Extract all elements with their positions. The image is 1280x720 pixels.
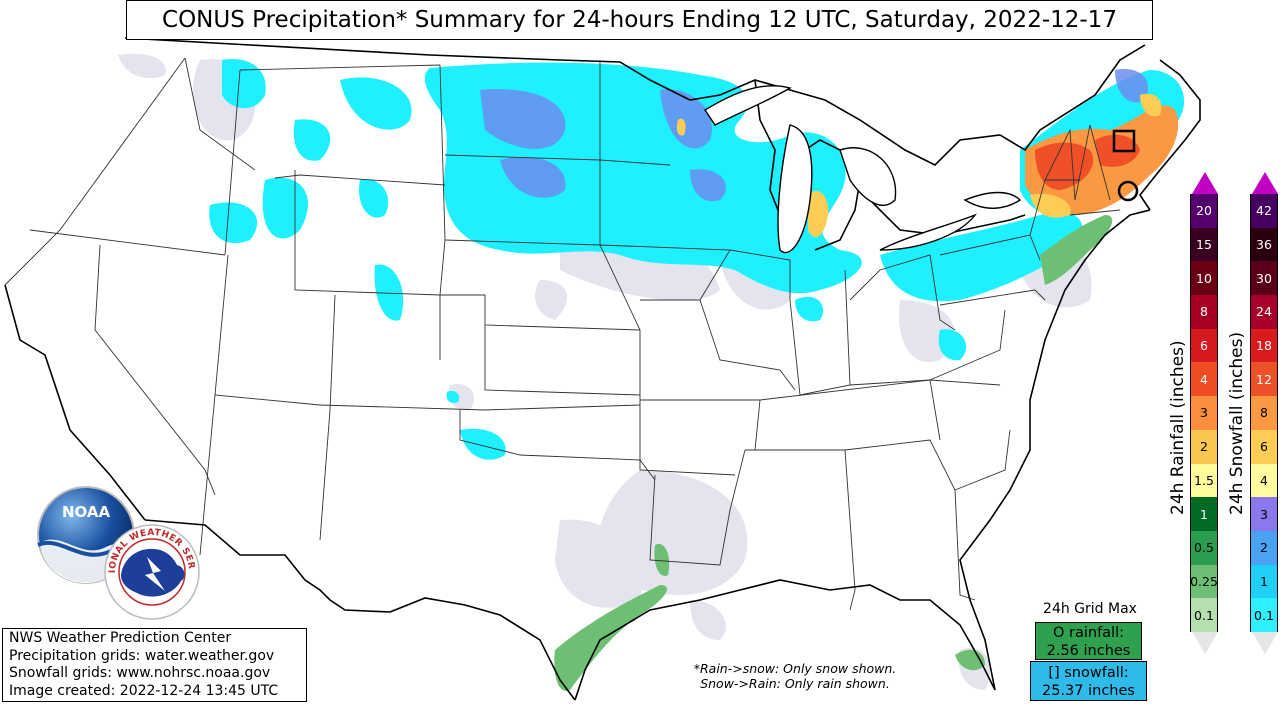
credit-line: Precipitation grids: water.weather.gov bbox=[9, 647, 275, 664]
rain-level-2: 2 bbox=[1190, 429, 1218, 464]
rainfall-colorbar: 20 15 10 8 6 4 3 2 1.5 1 0.5 0.25 0.1 bbox=[1190, 172, 1220, 660]
snow-level-24: 24 bbox=[1250, 295, 1278, 329]
snow-level-42: 42 bbox=[1250, 194, 1278, 228]
rain-level-0.1: 0.1 bbox=[1190, 598, 1218, 632]
rain-level-0.25: 0.25 bbox=[1190, 564, 1218, 599]
nws-logo: NATIONAL WEATHER SERVICE bbox=[103, 523, 200, 620]
country-borders bbox=[4, 37, 1201, 701]
note-line: Snow->Rain: Only rain shown. bbox=[700, 676, 890, 691]
heavy-snow-areas bbox=[676, 93, 1179, 238]
snow-level-3: 3 bbox=[1250, 497, 1278, 531]
snow-level-2: 2 bbox=[1250, 530, 1278, 565]
snowfall-scale-label: 24h Snowfall (inches) bbox=[1227, 331, 1247, 515]
credit-line: Image created: 2022-12-24 13:45 UTC bbox=[9, 682, 279, 699]
rainfall-max-label: O rainfall: bbox=[1052, 625, 1125, 641]
snow-level-4: 4 bbox=[1250, 463, 1278, 498]
rain-level-6: 6 bbox=[1190, 328, 1218, 363]
rain-level-1: 1 bbox=[1190, 497, 1218, 531]
great-lakes bbox=[704, 85, 1022, 254]
rain-overflow-arrow bbox=[1192, 172, 1218, 194]
rain-level-10: 10 bbox=[1190, 261, 1218, 296]
snow-level-0.1: 0.1 bbox=[1250, 598, 1278, 632]
rain-level-8: 8 bbox=[1190, 295, 1218, 329]
rain-level-20: 20 bbox=[1190, 194, 1218, 228]
state-borders bbox=[4, 57, 1121, 611]
snow-level-6: 6 bbox=[1250, 429, 1278, 464]
snowfall-colorbar: 42 36 30 24 18 12 8 6 4 3 2 1 0.1 bbox=[1250, 172, 1280, 660]
snowfall-max-marker bbox=[1112, 129, 1136, 153]
rain-underflow-arrow bbox=[1192, 631, 1218, 654]
grid-max-title: 24h Grid Max bbox=[1043, 601, 1137, 617]
snowfall-max-box: [] snowfall: 25.37 inches bbox=[1030, 661, 1147, 701]
rainfall-max-marker bbox=[1117, 180, 1139, 202]
snow-underflow-arrow bbox=[1252, 631, 1278, 654]
snow-level-18: 18 bbox=[1250, 328, 1278, 363]
rain-areas bbox=[554, 215, 1113, 691]
note-line: *Rain->snow: Only snow shown. bbox=[693, 661, 897, 676]
credits-box: NWS Weather Prediction Center Precipitat… bbox=[2, 628, 307, 702]
snow-level-36: 36 bbox=[1250, 227, 1278, 262]
rain-level-3: 3 bbox=[1190, 396, 1218, 430]
snow-level-30: 30 bbox=[1250, 261, 1278, 296]
snow-level-1: 1 bbox=[1250, 564, 1278, 599]
snowfall-max-label: [] snowfall: bbox=[1048, 665, 1129, 681]
credit-line: NWS Weather Prediction Center bbox=[9, 630, 232, 646]
rain-level-4: 4 bbox=[1190, 362, 1218, 397]
snow-level-12: 12 bbox=[1250, 362, 1278, 397]
map-title: CONUS Precipitation* Summary for 24-hour… bbox=[126, 0, 1153, 40]
rainfall-max-box: O rainfall: 2.56 inches bbox=[1035, 622, 1142, 660]
snow-overflow-arrow bbox=[1252, 172, 1278, 194]
rainfall-max-value: 2.56 inches bbox=[1046, 643, 1131, 659]
credit-line: Snowfall grids: www.nohrsc.noaa.gov bbox=[9, 665, 271, 681]
snowfall-max-value: 25.37 inches bbox=[1042, 683, 1135, 699]
rain-level-15: 15 bbox=[1190, 227, 1218, 262]
noaa-logo-text: NOAA bbox=[62, 503, 111, 521]
rain-level-0.5: 0.5 bbox=[1190, 530, 1218, 565]
rainfall-scale-label: 24h Rainfall (inches) bbox=[1168, 340, 1188, 515]
rain-level-1.5: 1.5 bbox=[1190, 463, 1218, 498]
snow-level-8: 8 bbox=[1250, 396, 1278, 430]
rain-snow-note: *Rain->snow: Only snow shown. Snow->Rain… bbox=[640, 661, 950, 691]
